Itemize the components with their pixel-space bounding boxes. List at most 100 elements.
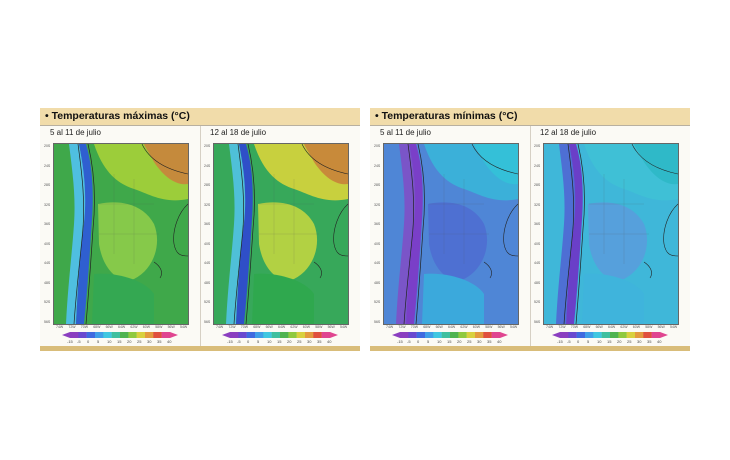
latitude-label: 48S <box>374 280 381 285</box>
argentina-chile-border <box>245 144 255 324</box>
longitude-label: 54W <box>510 325 518 329</box>
longitude-label: 54W <box>670 325 678 329</box>
colorbar-tick-label: 0 <box>417 339 420 344</box>
colorbar-tick-label: 15 <box>117 339 122 344</box>
northern-border <box>141 144 188 175</box>
longitude-label: 68W <box>583 325 591 329</box>
colorbar-tick-label: 20 <box>617 339 622 344</box>
colorbar-tick-label: 25 <box>297 339 302 344</box>
colorbar-tick-label: 20 <box>127 339 132 344</box>
panel-header: • Temperaturas mínimas (°C) <box>370 108 690 125</box>
colorbar-segment <box>441 332 451 338</box>
colorbar-segment <box>400 332 409 338</box>
colorbar-segment <box>408 332 417 338</box>
colorbar-left-arrow <box>392 332 400 338</box>
longitude-label: 56W <box>167 325 175 329</box>
uruguay-border <box>333 203 348 257</box>
northeast-region <box>634 144 678 185</box>
province-borders <box>589 174 649 264</box>
colorbar-tick-label: 40 <box>167 339 172 344</box>
map-period-label: 12 al 18 de julio <box>210 128 267 137</box>
pacific-coastal-band <box>226 144 246 324</box>
temperature-map <box>53 143 189 325</box>
latitude-label: 32S <box>534 202 541 207</box>
longitude-label: 74W <box>546 325 554 329</box>
longitude-label: 64W <box>448 325 456 329</box>
map-canvas <box>544 144 678 324</box>
colorbar-segment <box>305 332 314 338</box>
longitude-label: 66W <box>595 325 603 329</box>
colorbar-tick-label: 10 <box>107 339 112 344</box>
colorbar-right-arrow <box>500 332 508 338</box>
colorbar-segment <box>128 332 137 338</box>
latitude-label: 40S <box>204 241 211 246</box>
latitude-label: 36S <box>204 222 211 226</box>
uruguay-border <box>173 203 188 257</box>
colorbar-tick-label: -5 <box>567 339 571 344</box>
colorbar-segment <box>618 332 627 338</box>
latitude-label: 20S <box>534 144 541 148</box>
colorbar-tick-label: 30 <box>637 339 642 344</box>
pacific-coastal-band <box>66 144 86 324</box>
colorbar-tick-label: 5 <box>257 339 260 344</box>
map-period-label: 5 al 11 de julio <box>50 128 101 137</box>
northeast-region <box>474 144 518 185</box>
latitude-label: 48S <box>44 280 51 285</box>
colorbar-segment <box>466 332 476 338</box>
southern-region <box>582 273 644 324</box>
longitude-label: 74W <box>386 325 394 329</box>
colorbar-segment <box>416 332 426 338</box>
colorbar-tick-label: -15 <box>227 339 233 344</box>
longitude-label: 58W <box>155 325 163 329</box>
colorbar-tick-label: 35 <box>317 339 322 344</box>
longitude-label: 72W <box>68 325 76 329</box>
colorbar-segment <box>576 332 586 338</box>
rio-de-la-plata-coast <box>313 261 322 279</box>
colorbar-segment <box>425 332 434 338</box>
latitude-label: 36S <box>374 222 381 226</box>
colorbar-segment <box>238 332 247 338</box>
colorbar <box>62 332 178 338</box>
latitude-label: 20S <box>374 144 381 148</box>
colorbar <box>552 332 668 338</box>
central-region <box>98 202 158 280</box>
panel-min-temperatures: • Temperaturas mínimas (°C) 5 al 11 de j… <box>370 108 690 351</box>
header-rule <box>40 125 360 126</box>
colorbar-tick-label: 15 <box>607 339 612 344</box>
colorbar-tick-label: 5 <box>427 339 430 344</box>
latitude-label: 32S <box>204 202 211 207</box>
longitude-label: 60W <box>472 325 480 329</box>
colorbar-segment <box>103 332 112 338</box>
colorbar-segment <box>643 332 652 338</box>
longitude-label: 60W <box>632 325 640 329</box>
colorbar-tick-label: 25 <box>627 339 632 344</box>
latitude-label: 52S <box>204 300 211 304</box>
latitude-label: 20S <box>204 144 211 148</box>
latitude-label: 52S <box>374 300 381 304</box>
rio-de-la-plata-coast <box>643 261 652 279</box>
longitude-label: 64W <box>118 325 126 329</box>
colorbar <box>392 332 508 338</box>
latitude-label: 28S <box>534 183 541 187</box>
southern-region <box>422 273 484 324</box>
map-divider <box>200 126 201 346</box>
colorbar-tick-label: 5 <box>587 339 590 344</box>
longitude-label: 70W <box>240 325 248 329</box>
latitude-label: 28S <box>204 183 211 187</box>
colorbar-right-arrow <box>330 332 338 338</box>
central-region <box>258 202 318 280</box>
latitude-label: 52S <box>44 300 51 304</box>
longitude-label: 74W <box>56 325 64 329</box>
longitude-label: 62W <box>620 325 628 329</box>
coastline <box>563 144 575 324</box>
colorbar-right-arrow <box>170 332 178 338</box>
longitude-label: 62W <box>460 325 468 329</box>
colorbar-tick-label: 0 <box>577 339 580 344</box>
longitude-label: 70W <box>80 325 88 329</box>
colorbar-segment <box>263 332 272 338</box>
colorbar-left-arrow <box>62 332 70 338</box>
northern-border <box>631 144 678 175</box>
panel-header: • Temperaturas máximas (°C) <box>40 108 360 125</box>
northern-border <box>301 144 348 175</box>
northern-border <box>471 144 518 175</box>
